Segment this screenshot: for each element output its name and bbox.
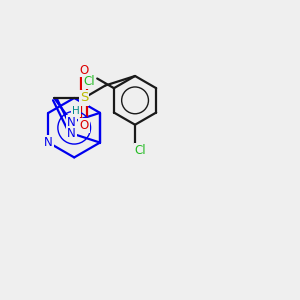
Text: N: N	[44, 136, 53, 149]
Text: O: O	[79, 119, 88, 132]
Text: Cl: Cl	[135, 144, 146, 157]
Text: H: H	[72, 106, 80, 116]
Text: N: N	[67, 116, 76, 128]
Text: S: S	[80, 92, 88, 104]
Text: N: N	[67, 127, 76, 140]
Text: Cl: Cl	[83, 75, 95, 88]
Text: O: O	[79, 64, 88, 76]
